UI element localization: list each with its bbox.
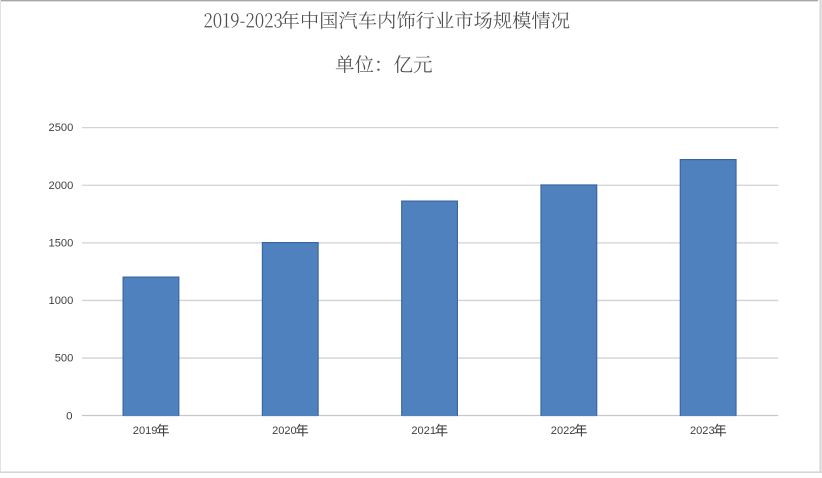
- svg-text:2020: 2020: [272, 425, 297, 437]
- svg-text:2000: 2000: [49, 180, 74, 192]
- svg-text:1500: 1500: [49, 237, 74, 249]
- svg-text:2021: 2021: [411, 425, 436, 437]
- svg-text:2500: 2500: [49, 122, 74, 134]
- svg-text:0: 0: [66, 410, 72, 422]
- svg-text:2022: 2022: [551, 425, 576, 437]
- svg-text:2019: 2019: [133, 425, 158, 437]
- svg-text:1000: 1000: [49, 295, 74, 307]
- svg-text:2023: 2023: [690, 425, 715, 437]
- svg-text:500: 500: [55, 353, 74, 365]
